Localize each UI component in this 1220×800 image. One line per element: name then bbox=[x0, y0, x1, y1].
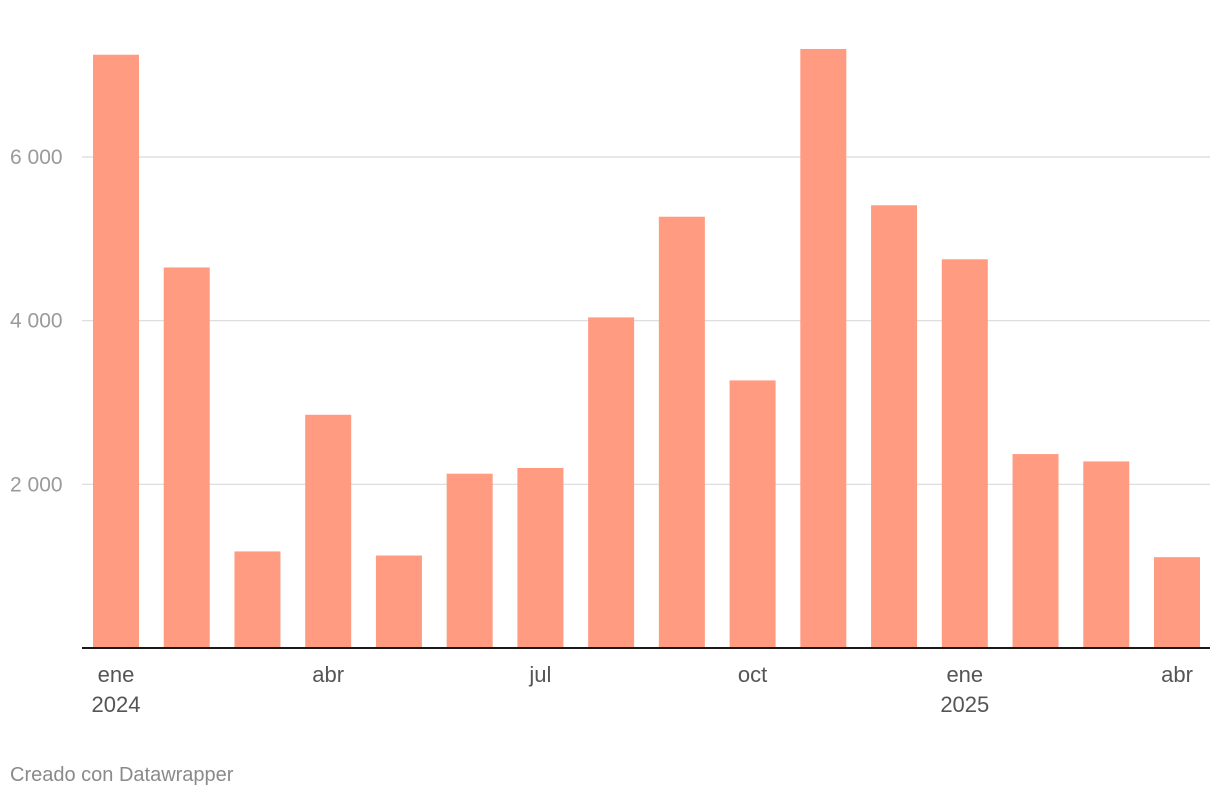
bar-2025-01 bbox=[941, 259, 988, 648]
bar-2024-08 bbox=[588, 317, 635, 648]
grid-lines bbox=[82, 156, 1210, 485]
bar-2024-06 bbox=[446, 473, 493, 648]
x-tick-year-label: 2025 bbox=[940, 692, 989, 717]
bar-2025-04 bbox=[1154, 557, 1200, 648]
bar-2024-05 bbox=[375, 555, 422, 648]
bar-2024-03 bbox=[234, 551, 281, 648]
bar-2025-02 bbox=[1012, 454, 1059, 648]
bar-2025-03 bbox=[1083, 461, 1130, 648]
x-tick-label: ene bbox=[98, 662, 135, 687]
x-tick-label: abr bbox=[1161, 662, 1193, 687]
x-axis-ticks: ene 2024 abr jul oct ene 2025 abr bbox=[92, 662, 1193, 717]
x-tick-label: jul bbox=[528, 662, 551, 687]
y-tick-label: 6 000 bbox=[10, 146, 63, 169]
bar-2024-07 bbox=[517, 467, 564, 648]
y-tick-label: 4 000 bbox=[10, 310, 63, 333]
x-tick-year-label: 2024 bbox=[92, 692, 141, 717]
x-tick-label: abr bbox=[312, 662, 344, 687]
bars bbox=[93, 48, 1200, 649]
bar-2024-12 bbox=[871, 205, 918, 648]
bar-2024-10 bbox=[729, 380, 776, 648]
footer-credit: Creado con Datawrapper bbox=[10, 764, 234, 786]
x-tick-label: oct bbox=[738, 662, 767, 687]
bar-2024-04 bbox=[305, 414, 352, 648]
x-tick-label: ene bbox=[946, 662, 983, 687]
bar-2024-09 bbox=[658, 216, 705, 648]
bar-2024-01 bbox=[93, 54, 139, 649]
y-axis-ticks: 2 000 4 000 6 000 bbox=[10, 146, 63, 496]
bar-chart: 2 000 4 000 6 000 ene 2024 abr jul oct ene 2025 a… bbox=[10, 48, 1210, 717]
bar-2024-02 bbox=[163, 267, 210, 648]
bar-2024-11 bbox=[800, 48, 847, 649]
y-tick-label: 2 000 bbox=[10, 473, 63, 496]
